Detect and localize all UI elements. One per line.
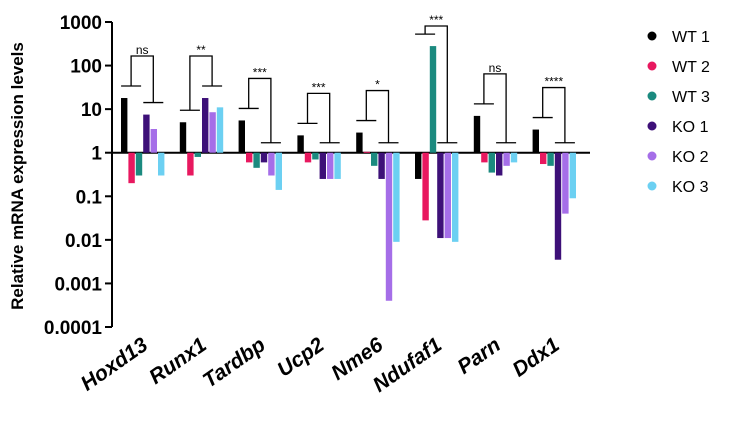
bar-parn-ko2: [503, 152, 510, 166]
y-tick-label: 10: [81, 100, 102, 121]
bar-ndufaf1-ko1: [437, 152, 444, 239]
bar-nme6-wt1: [356, 132, 363, 153]
significance-label: ***: [429, 13, 443, 27]
bar-nme6-ko1: [378, 152, 385, 179]
bar-nme6-wt3: [371, 152, 378, 166]
bar-ddx1-wt2: [540, 152, 547, 165]
bars-group: [121, 46, 576, 301]
bar-ndufaf1-ko3: [452, 152, 459, 242]
category-label-hoxd13: Hoxd13: [77, 333, 153, 396]
bar-ddx1-ko3: [569, 152, 576, 199]
bar-ndufaf1-wt2: [422, 152, 429, 221]
significance-label: *: [375, 78, 380, 92]
significance-label: ns: [136, 43, 149, 57]
bar-parn-ko3: [510, 152, 518, 163]
significance-bracket: [473, 73, 517, 144]
significance-label: ***: [312, 80, 326, 94]
bar-nme6-ko2: [385, 152, 393, 301]
significance-bracket: [356, 89, 399, 144]
significance-bracket: [179, 55, 223, 111]
bar-runx1-wt2: [187, 152, 194, 176]
legend-label: WT 1: [672, 29, 710, 46]
bar-tardbp-ko2: [268, 152, 275, 176]
y-tick-label: 1000: [60, 13, 102, 34]
bar-ucp2-ko1: [319, 152, 326, 179]
bar-nme6-wt2: [363, 151, 370, 153]
bar-ddx1-wt1: [532, 129, 539, 153]
significance-label: ***: [253, 65, 267, 79]
category-label-ddx1: Ddx1: [508, 333, 563, 381]
legend-marker-wt2: [647, 61, 657, 71]
bar-parn-wt1: [473, 115, 481, 153]
bar-ndufaf1-wt1: [415, 152, 422, 179]
bar-hoxd13-ko2: [150, 129, 157, 153]
bar-ucp2-ko3: [334, 152, 341, 179]
bar-parn-wt2: [481, 152, 488, 163]
bar-parn-ko1: [496, 152, 503, 176]
category-label-runx1: Runx1: [145, 333, 211, 389]
significance-label: **: [196, 43, 206, 57]
bar-runx1-ko1: [202, 98, 209, 153]
bar-ucp2-wt3: [312, 152, 319, 160]
y-tick-label: 0.01: [65, 231, 102, 252]
bar-nme6-ko3: [393, 152, 400, 242]
y-axis: 1000 100 10 1 0.1 0.01 0.001 0.0001: [44, 13, 590, 339]
significance-label: ****: [544, 75, 563, 89]
significance-label: ns: [489, 61, 502, 75]
bar-runx1-wt1: [179, 122, 187, 153]
bar-tardbp-wt2: [246, 152, 253, 163]
legend-marker-wt1: [647, 31, 657, 41]
bar-tardbp-wt1: [238, 120, 245, 153]
category-label-ucp2: Ucp2: [273, 333, 329, 381]
bar-ddx1-wt3: [547, 152, 554, 166]
y-tick-label: 0.0001: [44, 318, 103, 339]
significance-bracket: [532, 86, 575, 144]
bar-hoxd13-ko3: [158, 152, 165, 176]
legend-label: WT 3: [672, 89, 710, 106]
bar-runx1-ko2: [209, 112, 216, 153]
bar-ddx1-ko2: [562, 152, 569, 214]
significance-bracket: [121, 55, 164, 104]
legend-marker-wt3: [647, 91, 657, 101]
bar-ndufaf1-ko2: [444, 152, 451, 239]
legend-marker-ko3: [647, 181, 657, 191]
category-label-tardbp: Tardbp: [199, 333, 270, 392]
legend-label: WT 2: [672, 59, 710, 76]
bar-ddx1-ko1: [554, 152, 562, 260]
y-tick-label: 0.1: [76, 187, 103, 208]
legend: WT 1 WT 2 WT 3 KO 1 KO 2 KO 3: [647, 29, 710, 196]
category-label-parn: Parn: [453, 333, 504, 379]
y-tick-label: 100: [70, 57, 102, 78]
bar-hoxd13-ko1: [143, 114, 150, 153]
significance-group: ns ******** ****ns****: [121, 13, 575, 144]
bar-hoxd13-wt1: [121, 98, 128, 153]
legend-label: KO 2: [672, 149, 709, 166]
y-axis-label: Relative mRNA expression levels: [8, 42, 27, 310]
legend-marker-ko2: [647, 151, 657, 161]
y-tick-label: 0.001: [54, 274, 102, 295]
bar-ndufaf1-wt3: [429, 46, 437, 153]
significance-bracket: [297, 92, 340, 144]
bar-runx1-ko3: [216, 107, 224, 153]
significance-bracket: [415, 25, 458, 144]
bar-parn-wt3: [488, 152, 495, 173]
bar-runx1-wt3: [194, 152, 201, 157]
bar-ucp2-ko2: [327, 152, 334, 179]
bar-ucp2-wt1: [297, 135, 304, 153]
legend-marker-ko1: [647, 121, 657, 131]
y-tick-label: 1: [91, 144, 102, 165]
bar-ucp2-wt2: [304, 152, 312, 163]
bar-hoxd13-wt2: [128, 152, 135, 184]
legend-label: KO 3: [672, 179, 709, 196]
bar-tardbp-ko3: [275, 152, 282, 190]
legend-label: KO 1: [672, 119, 709, 136]
bar-hoxd13-wt3: [135, 152, 143, 176]
bar-tardbp-ko1: [260, 152, 268, 163]
significance-bracket: [238, 77, 281, 144]
bar-tardbp-wt3: [253, 152, 260, 168]
